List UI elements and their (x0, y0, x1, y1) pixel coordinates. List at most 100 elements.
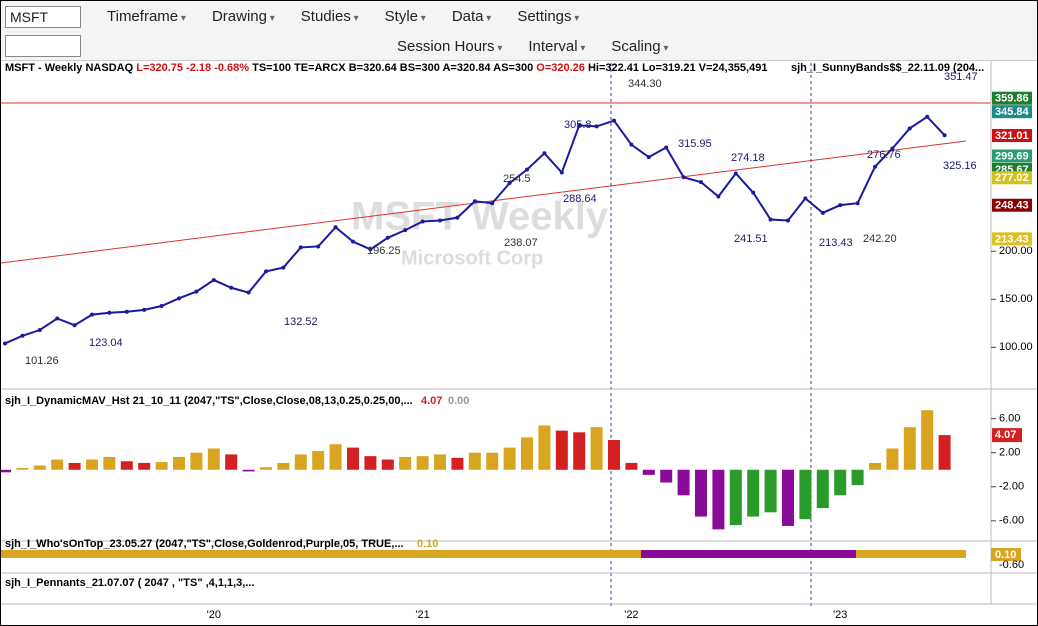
annotation: 315.95 (678, 138, 712, 150)
histogram-bar (468, 452, 481, 470)
chart: MSFT Weekly Microsoft Corp MSFT - Weekly… (1, 61, 1037, 621)
histogram-bar (416, 456, 429, 470)
price-point (55, 316, 60, 321)
price-point (559, 170, 564, 175)
combo-box[interactable] (5, 35, 81, 57)
price-point (20, 333, 25, 338)
y-tick-label: 100.00 (999, 341, 1033, 353)
histogram-bar (451, 457, 464, 470)
histogram-bar (399, 456, 412, 470)
panel-title: sjh_I_Pennants_21.07.07 ( 2047 , "TS" ,4… (5, 577, 255, 589)
price-point (803, 196, 808, 201)
histogram-bar (834, 469, 847, 496)
histogram-bar (886, 448, 899, 470)
menu-item[interactable]: Drawing (212, 8, 275, 25)
price-marker (992, 129, 1032, 143)
menu-item[interactable]: Studies (301, 8, 359, 25)
histogram-bar (242, 469, 255, 472)
price-point (194, 289, 199, 294)
y-tick-label: -2.00 (999, 481, 1024, 493)
annotation: 276.76 (867, 149, 901, 161)
menu-item[interactable]: Interval (528, 38, 585, 55)
histogram-bar (712, 469, 725, 530)
price-marker (992, 232, 1032, 246)
histogram-bar (816, 469, 829, 509)
price-point (733, 171, 738, 176)
price-point (107, 310, 112, 315)
y-tick-label: 200.00 (999, 245, 1033, 257)
histogram-bar (729, 469, 742, 526)
histogram-bar (869, 462, 881, 470)
state-strip (641, 550, 856, 558)
histogram-bar (120, 461, 133, 470)
annotation: 123.04 (89, 337, 123, 349)
price-point (612, 118, 616, 123)
price-marker-label: 359.86 (995, 93, 1029, 105)
histogram-bar (381, 459, 394, 470)
price-point (890, 146, 895, 151)
menu: Timeframe Drawing Studies Style Data Settings (81, 8, 579, 25)
price-point (385, 235, 390, 240)
histogram-bar (625, 462, 638, 470)
price-point (333, 225, 338, 230)
menu-item[interactable]: Session Hours (397, 38, 502, 55)
panel-value: 0.10 (417, 538, 438, 550)
price-point (211, 278, 216, 283)
price-point (472, 199, 477, 204)
histogram-bar (347, 447, 359, 470)
histogram-bar (851, 469, 864, 486)
open: O=320.26 (536, 62, 585, 74)
price-point (664, 145, 669, 150)
histogram-bar (16, 468, 29, 470)
histogram-bar (225, 454, 238, 470)
last: L=320.75 -2.18 -0.68% (136, 62, 249, 74)
menu: Session Hours Interval Scaling (371, 38, 668, 55)
histogram-bar (173, 456, 185, 470)
histogram-bar (677, 469, 690, 496)
price-point (246, 290, 251, 295)
value-label: 4.07 (995, 429, 1016, 441)
price-point (229, 285, 234, 290)
histogram-bar (555, 430, 568, 470)
annotation: 241.51 (734, 233, 768, 245)
price-point (768, 217, 773, 222)
y-tick-label: -0.60 (999, 559, 1024, 571)
histogram-bar (207, 448, 220, 470)
annotation: 101.26 (25, 355, 59, 367)
price-marker (992, 171, 1032, 185)
menu-item[interactable]: Data (452, 8, 492, 25)
histogram-bar (938, 435, 951, 470)
price-point (490, 201, 495, 206)
menu-item[interactable]: Settings (517, 8, 579, 25)
value-box (991, 548, 1021, 561)
price-marker-label: 345.84 (995, 106, 1030, 118)
price-marker-label: 248.43 (995, 200, 1029, 212)
menu-item[interactable]: Timeframe (107, 8, 186, 25)
y-tick-label: 6.00 (999, 413, 1020, 425)
price-point (264, 269, 268, 274)
price-point (420, 219, 425, 224)
x-tick-label: '23 (833, 609, 847, 621)
price-point (873, 164, 877, 169)
price-marker-label: 277.02 (995, 172, 1029, 184)
range: Hi=322.41 Lo=319.21 V=24,355,491 (588, 62, 768, 74)
price-point (699, 180, 703, 185)
histogram-bar (312, 451, 325, 470)
menu-item[interactable]: Style (385, 8, 426, 25)
histogram-bar (590, 427, 603, 470)
price-point (142, 307, 147, 312)
panel-value: 0.00 (448, 395, 469, 407)
symbol-box[interactable]: MSFT (5, 5, 81, 28)
price-point (403, 228, 408, 233)
histogram-bar (921, 410, 934, 470)
histogram-bar (294, 454, 307, 470)
menu-item[interactable]: Scaling (611, 38, 668, 55)
price-marker (992, 105, 1032, 119)
histogram-bar (503, 447, 516, 470)
toolbar: Session Hours Interval Scaling (1, 32, 1037, 61)
price-point (925, 114, 930, 119)
annotation: 305.8 (564, 119, 592, 131)
price-point (751, 190, 756, 195)
price-marker (992, 198, 1032, 212)
study-title: sjh_I_SunnyBands$$_22.11.09 (204... (791, 62, 984, 74)
